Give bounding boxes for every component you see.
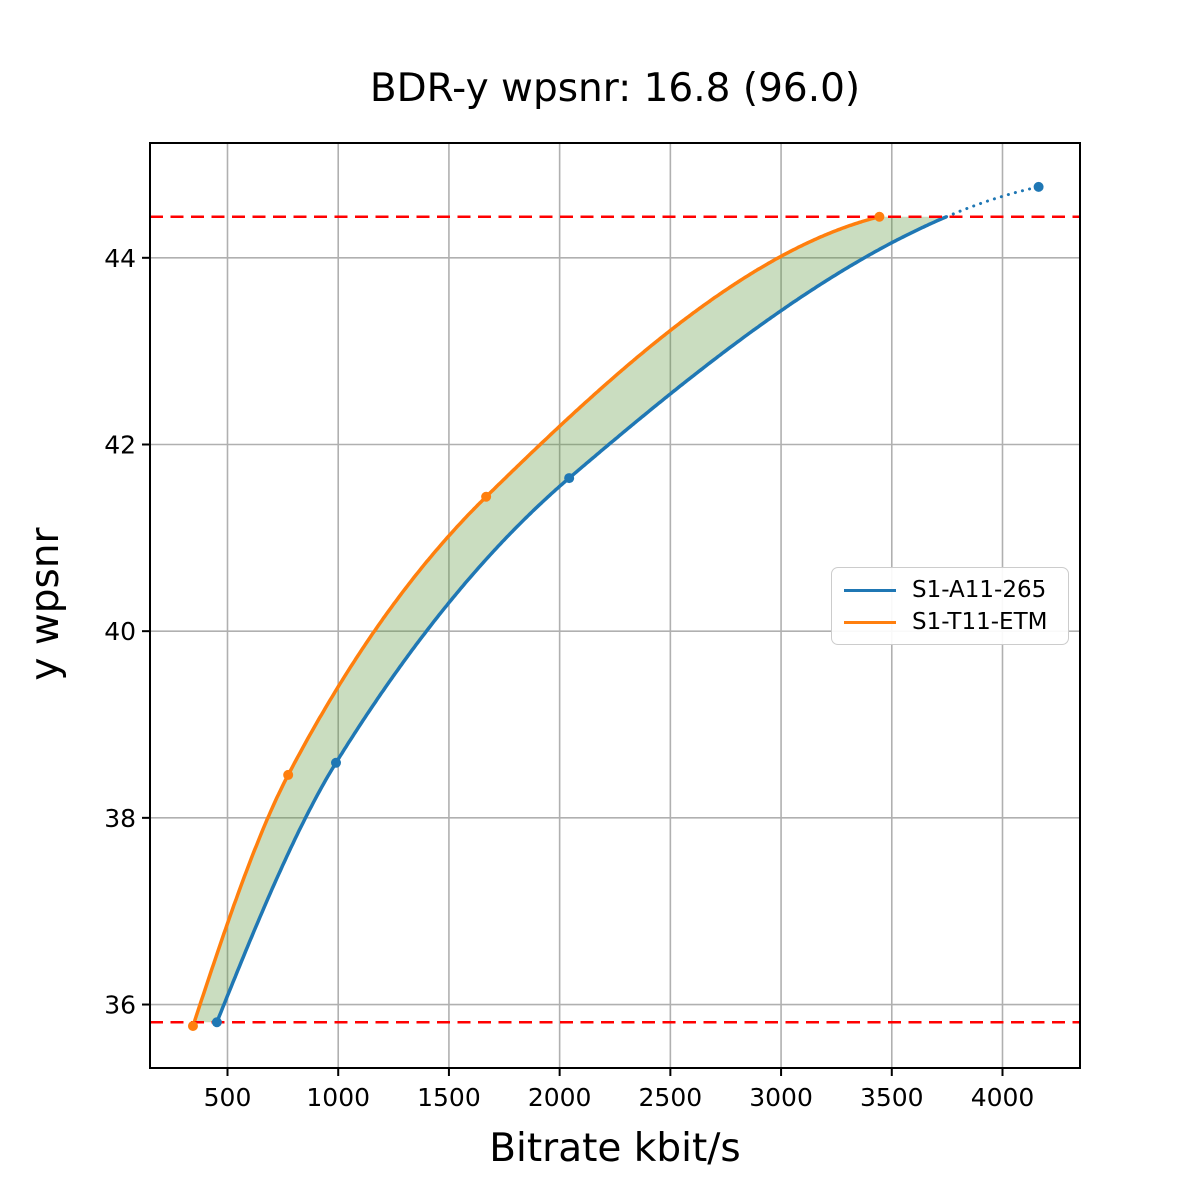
plot-border	[149, 142, 1081, 1069]
y-tick-label: 40	[104, 617, 136, 646]
marker-s1-a11-265	[211, 1017, 222, 1028]
x-tick-label: 1000	[306, 1083, 370, 1112]
y-tick-label: 38	[104, 804, 136, 833]
legend-line-sample-orange	[844, 620, 896, 624]
series-line-s1-t11-etm	[191, 215, 880, 1027]
marker-s1-t11-etm	[187, 1020, 198, 1031]
x-tick-label: 3000	[749, 1083, 813, 1112]
legend-line-sample-blue	[844, 588, 896, 592]
x-tick-label: 500	[204, 1083, 252, 1112]
y-tick-label: 42	[104, 430, 136, 459]
x-axis-label: Bitrate kbit/s	[489, 1126, 741, 1171]
legend-label-s1-t11-etm: S1-T11-ETM	[912, 609, 1048, 635]
marker-s1-a11-265	[1033, 181, 1044, 192]
series-line-s1-a11-265-dotted-extension	[945, 185, 1041, 219]
legend-item-s1-t11-etm: S1-T11-ETM	[844, 609, 1056, 635]
y-tick-label: 44	[104, 244, 136, 273]
chart-title: BDR-y wpsnr: 16.8 (96.0)	[369, 66, 861, 111]
y-tick-label: 36	[104, 991, 136, 1020]
x-tick-label: 2000	[528, 1083, 592, 1112]
x-tick-label: 1500	[417, 1083, 481, 1112]
legend-item-s1-a11-265: S1-A11-265	[844, 577, 1056, 603]
marker-s1-t11-etm	[283, 769, 294, 780]
y-axis-label: y wpsnr	[23, 527, 68, 681]
x-tick-label: 2500	[639, 1083, 703, 1112]
x-tick-label: 4000	[971, 1083, 1035, 1112]
x-tick-label: 3500	[860, 1083, 924, 1112]
marker-s1-t11-etm	[874, 211, 885, 222]
marker-s1-a11-265	[564, 473, 575, 484]
series-line-s1-a11-265	[215, 215, 948, 1023]
marker-s1-t11-etm	[481, 491, 492, 502]
legend-label-s1-a11-265: S1-A11-265	[912, 577, 1047, 603]
legend: S1-A11-265 S1-T11-ETM	[831, 567, 1069, 645]
marker-s1-a11-265	[331, 757, 341, 768]
